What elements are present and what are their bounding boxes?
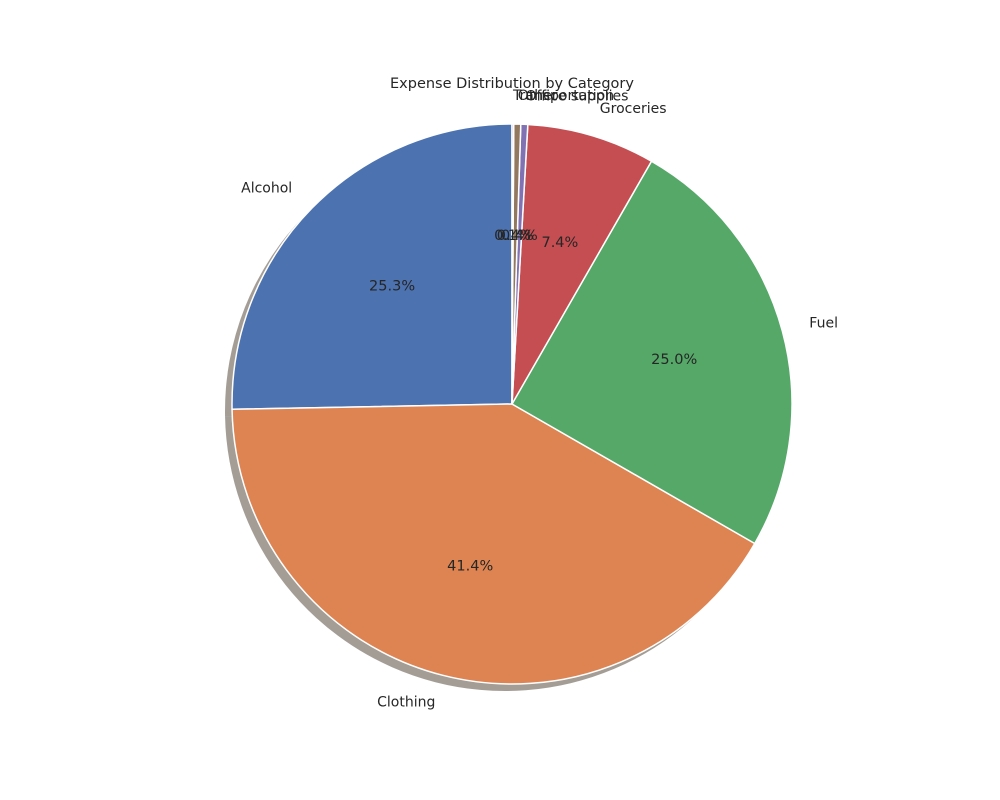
slice-percent-transportation: 0.1% [494,228,531,244]
slice-label-transportation: Transportation [512,88,614,104]
slice-percent-alcohol: 25.3% [369,278,415,294]
slice-label-fuel: Fuel [809,316,838,332]
slice-label-clothing: Clothing [377,694,435,710]
slice-percent-fuel: 25.0% [651,352,697,368]
slice-percent-groceries: 7.4% [541,235,578,251]
slice-label-alcohol: Alcohol [241,180,292,196]
slice-percent-clothing: 41.4% [447,559,493,575]
slice-percent-office-supplies: 0.4% [501,228,538,244]
slice-label-groceries: Groceries [600,101,667,117]
slice-label-other: Other [518,88,558,104]
pie-slices [231,123,793,685]
pie-labels: Alcohol 25.3% Clothing 41.4% Fuel 25.0% Grocer… [241,88,838,710]
slice-groceries [511,123,653,405]
slice-transportation [511,123,515,405]
slice-fuel [511,160,793,545]
slice-percent-other: 0.4% [497,228,534,244]
slice-clothing [231,403,756,685]
chart-title: Expense Distribution by Category [390,76,634,92]
slice-alcohol [231,123,513,411]
slice-label-office-supplies: Office supplies [526,88,629,104]
